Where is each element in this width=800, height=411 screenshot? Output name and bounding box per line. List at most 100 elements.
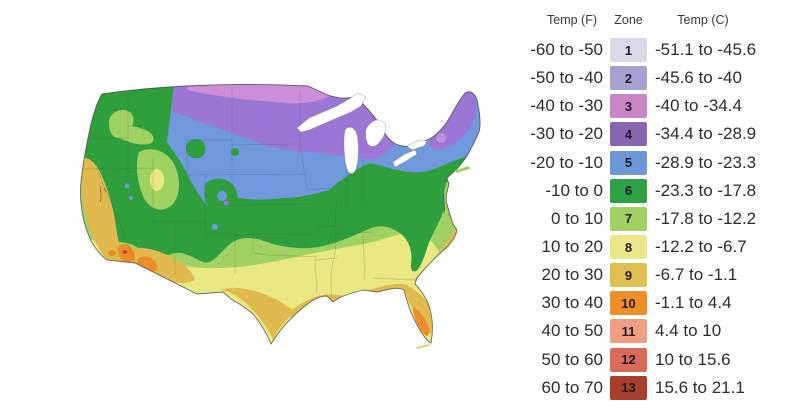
map-region-california-gold [80, 157, 135, 264]
temp-c-value: 15.6 to 21.1 [655, 377, 745, 397]
zone-number: 3 [624, 98, 633, 114]
temp-c-value: -34.4 to -28.9 [655, 124, 757, 144]
us-hardiness-map [75, 82, 511, 354]
legend-header-temp-f: Temp (F) [547, 13, 597, 27]
legend-header-zone: Zone [614, 13, 643, 27]
zone-swatch: 2 [610, 66, 647, 91]
temp-f-value: 50 to 60 [541, 349, 603, 369]
zone-number: 8 [624, 239, 633, 255]
florida-keys [416, 344, 430, 349]
map-region-rockies-purple [223, 200, 229, 206]
temp-c-value: 4.4 to 10 [655, 321, 722, 341]
long-island [455, 166, 470, 173]
zone-fill-layers [80, 84, 481, 344]
sf-bay-delta-marks [99, 185, 107, 203]
lake-huron [365, 119, 386, 147]
temp-c-value: -45.6 to -40 [655, 68, 742, 88]
legend-header-row: Temp (F) Zone Temp (C) [520, 12, 800, 28]
temp-c-value: 10 to 15.6 [655, 349, 731, 369]
zone-swatch: 12 [610, 347, 647, 372]
map-region-desert-hotspot [122, 250, 128, 254]
temp-f-value: -10 to 0 [545, 180, 603, 200]
legend-row: -60 to -50 1 -51.1 to -45.6 [520, 36, 800, 64]
lake-erie [392, 149, 418, 168]
zone-swatch: 6 [610, 178, 647, 203]
legend-row: -40 to -30 3 -40 to -34.4 [520, 92, 800, 120]
zone-swatch: 8 [610, 235, 647, 260]
zone-swatch: 13 [610, 375, 647, 400]
map-region-snake-plain [116, 126, 154, 145]
zone-swatch: 5 [610, 150, 647, 175]
map-region-adirondack-spot [436, 133, 446, 143]
zone-number: 2 [624, 70, 633, 86]
map-region-south-texas-gold [221, 287, 295, 340]
zone-number: 4 [624, 126, 633, 142]
temp-f-value: -60 to -50 [530, 40, 603, 60]
zone-swatch: 3 [610, 94, 647, 119]
temp-c-value: -6.7 to -1.1 [655, 265, 738, 285]
zone-swatch: 11 [610, 319, 647, 344]
map-region-zone3-strip [187, 84, 333, 104]
legend-row: -10 to 0 6 -23.3 to -17.8 [520, 177, 800, 205]
temp-f-value: -50 to -40 [530, 68, 603, 88]
legend-row: -50 to -40 2 -45.6 to -40 [520, 64, 800, 92]
legend-rows: -60 to -50 1 -51.1 to -45.6 -50 to -40 2… [520, 36, 800, 402]
legend-header-temp-c: Temp (C) [677, 13, 729, 27]
lake-michigan [343, 126, 359, 174]
us-hardiness-map-svg [80, 83, 481, 349]
map-region-south-florida-orange [413, 307, 430, 337]
zone-legend: Temp (F) Zone Temp (C) -60 to -50 1 -51.… [520, 0, 800, 411]
zone-number: 13 [621, 380, 636, 396]
zone-number: 11 [621, 323, 636, 339]
map-region-nm-blue [212, 224, 218, 230]
legend-row: 30 to 40 10 -1.1 to 4.4 [520, 289, 800, 317]
legend-row: 20 to 30 9 -6.7 to -1.1 [520, 261, 800, 289]
temp-f-value: 0 to 10 [551, 208, 603, 228]
zone-swatch: 7 [610, 206, 647, 231]
legend-row: -20 to -10 5 -28.9 to -23.3 [520, 149, 800, 177]
lake-ontario [406, 139, 428, 151]
us-coastline [80, 83, 481, 345]
temp-c-value: -40 to -34.4 [655, 96, 742, 116]
zone-number: 12 [621, 352, 636, 368]
map-region-black-hills [231, 148, 239, 156]
temp-f-value: 30 to 40 [541, 293, 603, 313]
map-region-sierra-spot1 [124, 183, 130, 189]
zone-swatch: 10 [610, 291, 647, 316]
temp-f-value: 40 to 50 [541, 321, 603, 341]
temp-c-value: -12.2 to -6.7 [655, 237, 747, 257]
zone-number: 10 [621, 295, 636, 311]
legend-row: 0 to 10 7 -17.8 to -12.2 [520, 205, 800, 233]
temp-f-value: 10 to 20 [541, 237, 603, 257]
temp-c-value: -51.1 to -45.6 [655, 40, 757, 60]
map-region-coastal-orange [108, 250, 116, 256]
map-region-delmarva-lightgreen [443, 181, 456, 213]
temp-f-value: -40 to -30 [530, 96, 603, 116]
zone-number: 9 [624, 267, 633, 283]
temp-c-value: -28.9 to -23.3 [655, 152, 757, 172]
zone-number: 6 [624, 183, 633, 199]
map-region-wyoming-green [185, 138, 206, 159]
map-region-basin-valley [150, 169, 164, 191]
temp-f-value: -30 to -20 [530, 124, 603, 144]
state-border-lines [82, 86, 416, 299]
legend-row: 40 to 50 11 4.4 to 10 [520, 317, 800, 345]
temp-f-value: 60 to 70 [541, 377, 603, 397]
zone-swatch: 1 [610, 38, 647, 63]
zone-number: 1 [624, 42, 633, 58]
map-region-arizona-gold [119, 247, 195, 283]
map-region-mogollon-green [155, 237, 185, 253]
temp-c-value: -1.1 to 4.4 [655, 293, 732, 313]
temp-c-value: -17.8 to -12.2 [655, 208, 757, 228]
temp-c-value: -23.3 to -17.8 [655, 180, 757, 200]
zone-number: 5 [624, 155, 633, 171]
great-lakes [296, 92, 428, 174]
legend-row: -30 to -20 4 -34.4 to -28.9 [520, 120, 800, 148]
map-region-sierra-spot2 [129, 196, 133, 200]
zone-swatch: 4 [610, 122, 647, 147]
zone-swatch: 9 [610, 263, 647, 288]
map-region-rockies-blue [217, 191, 227, 201]
legend-row: 60 to 70 13 15.6 to 21.1 [520, 374, 800, 402]
zone-number: 7 [624, 211, 633, 227]
